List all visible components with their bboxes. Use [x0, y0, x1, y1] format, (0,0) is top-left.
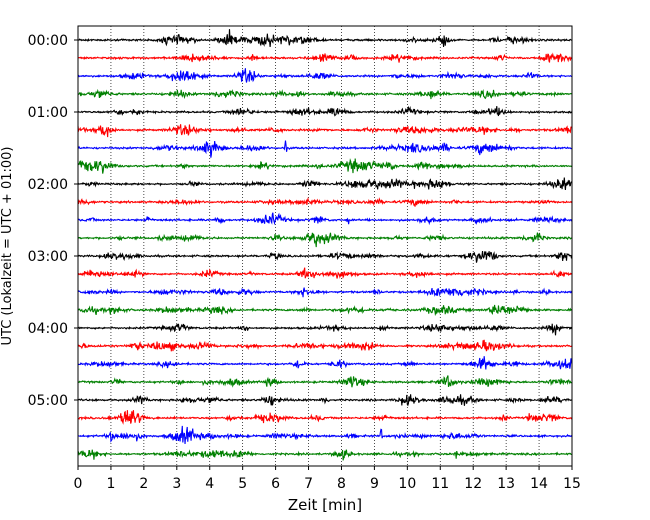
trace-0030 — [77, 68, 573, 83]
seismic-traces — [77, 29, 573, 461]
trace-0145 — [77, 158, 573, 174]
plot-frame — [77, 25, 573, 467]
trace-0000 — [77, 29, 573, 48]
x-axis-ticks: 0 1 2 3 4 5 6 7 8 9 10 11 12 13 14 15 — [74, 466, 581, 492]
y-axis-label: UTC (Lokalzeit = UTC + 01:00) — [0, 147, 15, 346]
y-axis-ticks: 00:00 01:00 02:00 03:00 04:00 05:00 — [28, 33, 78, 409]
x-axis-label: Zeit [min] — [288, 496, 362, 514]
trace-0330 — [77, 287, 573, 298]
x-tick-label: 2 — [139, 476, 148, 492]
x-tick-label: 3 — [172, 476, 181, 492]
x-tick-label: 6 — [271, 476, 280, 492]
trace-0300 — [77, 250, 573, 263]
y-tick-label: 04:00 — [28, 321, 68, 337]
x-tick-label: 5 — [238, 476, 247, 492]
x-tick-label: 9 — [370, 476, 379, 492]
x-tick-label: 8 — [337, 476, 346, 492]
x-tick-label: 7 — [304, 476, 313, 492]
y-tick-label: 05:00 — [28, 393, 68, 409]
trace-0515 — [77, 410, 573, 425]
x-tick-label: 12 — [464, 476, 482, 492]
x-tick-label: 13 — [497, 476, 515, 492]
trace-0530 — [77, 425, 573, 445]
y-tick-label: 01:00 — [28, 105, 68, 121]
trace-0430 — [77, 356, 573, 370]
x-grid — [110, 26, 540, 466]
x-tick-label: 11 — [431, 476, 449, 492]
trace-0045 — [77, 88, 573, 100]
trace-0500 — [77, 394, 573, 407]
trace-0200 — [77, 177, 573, 190]
trace-0215 — [77, 196, 573, 207]
y-tick-label: 03:00 — [28, 249, 68, 265]
trace-0245 — [77, 232, 573, 248]
trace-0130 — [77, 140, 573, 158]
x-tick-label: 4 — [205, 476, 214, 492]
x-tick-label: 14 — [530, 476, 548, 492]
y-tick-label: 00:00 — [28, 33, 68, 49]
x-tick-label: 15 — [563, 476, 581, 492]
trace-0345 — [77, 304, 573, 317]
x-tick-label: 0 — [74, 476, 83, 492]
trace-0315 — [77, 267, 573, 280]
x-tick-label: 1 — [106, 476, 115, 492]
trace-0415 — [77, 339, 573, 352]
plot-background — [78, 26, 572, 466]
y-tick-label: 02:00 — [28, 177, 68, 193]
trace-0015 — [77, 52, 573, 63]
trace-0100 — [77, 105, 573, 117]
x-tick-label: 10 — [398, 476, 416, 492]
trace-0400 — [77, 323, 573, 336]
trace-0545 — [77, 449, 573, 461]
trace-0230 — [77, 212, 573, 226]
trace-0445 — [77, 375, 573, 388]
trace-0115 — [77, 124, 573, 138]
